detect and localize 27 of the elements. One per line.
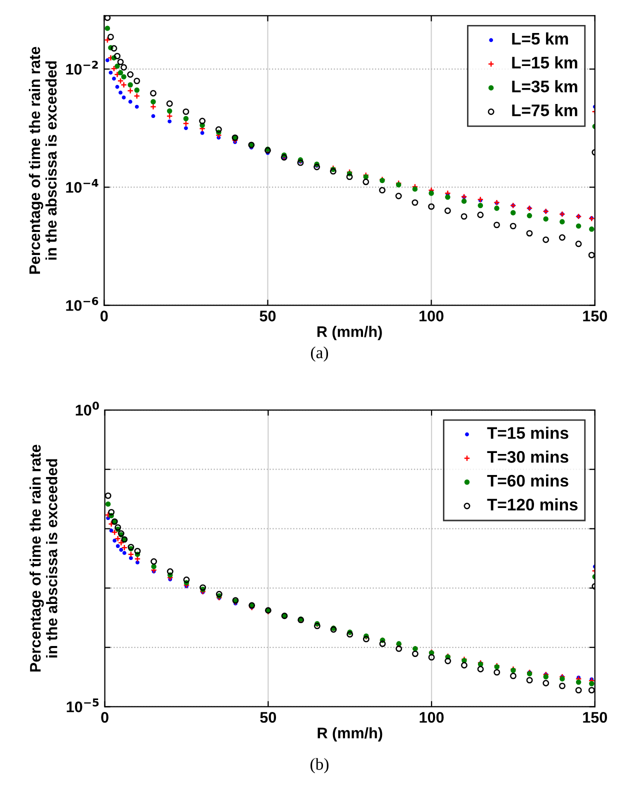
x-axis-title: R (mm/h) (317, 326, 382, 340)
legend-label: T=60 mins (487, 474, 568, 487)
legend-label: L=35 km (512, 80, 578, 92)
y-axis-title: Percentage of time the rain rate in the abscissa is exceeded (30, 444, 58, 672)
text: (b) (310, 758, 328, 774)
y-tick-label: 10$^{−2}$ (66, 60, 98, 75)
text: (a) (310, 346, 328, 362)
y-tick-label: 10$^{0}$ (76, 402, 99, 416)
legend-label: T=120 mins (487, 498, 578, 511)
x-tick-label: 100 (420, 712, 444, 723)
legend-label: T=15 mins (487, 426, 568, 439)
x-tick-label: 100 (420, 310, 444, 322)
y-axis-title: Percentage of time the rain rate in the abscissa is exceeded (28, 46, 57, 274)
legend-label: T=30 mins (487, 450, 568, 463)
legend-label: L=15 km (512, 56, 578, 69)
y-tick-label: 10$^{−4}$ (66, 179, 98, 193)
legend-label: L=75 km (512, 104, 578, 116)
x-tick-label: 0 (100, 310, 108, 322)
x-tick-label: 0 (101, 712, 108, 723)
legend-label: L=5 km (512, 32, 568, 45)
x-tick-label: 150 (583, 310, 608, 322)
x-tick-label: 50 (260, 310, 276, 322)
x-tick-label: 50 (260, 712, 276, 723)
y-tick-label: 10$^{−6}$ (66, 296, 98, 311)
x-axis-title: R (mm/h) (318, 727, 382, 742)
y-tick-label: 10$^{−5}$ (66, 698, 99, 712)
x-tick-label: 150 (583, 712, 608, 723)
